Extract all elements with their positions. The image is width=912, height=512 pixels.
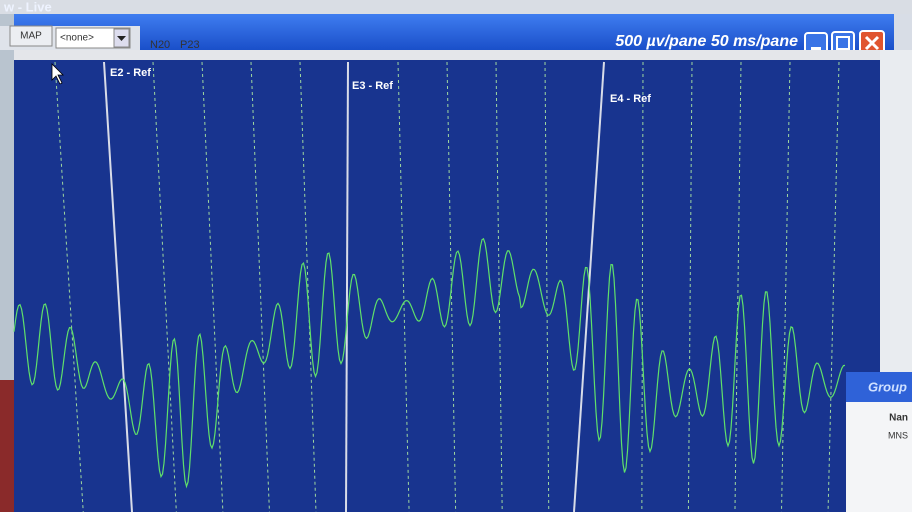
top-strip [0, 0, 912, 14]
page: w - Live 500 µv/pane 50 ms/pane MAP <non… [0, 0, 912, 512]
marker-label: P23 [180, 39, 200, 51]
marker-label: N20 [150, 39, 170, 51]
waveform-area [14, 60, 880, 512]
map-button-label: MAP [20, 31, 42, 42]
group-header: Nan [889, 413, 908, 424]
minimize-icon [811, 47, 821, 50]
group-row: MNS [888, 430, 908, 440]
pane-label: E2 - Ref [110, 67, 151, 79]
scale-label: 500 µv/pane 50 ms/pane [615, 33, 798, 50]
pane-label: E3 - Ref [352, 80, 393, 92]
window-title: w - Live [3, 0, 52, 14]
desk-object [0, 380, 14, 512]
pane-label: E4 - Ref [610, 93, 651, 105]
screen: w - Live 500 µv/pane 50 ms/pane MAP <non… [0, 0, 912, 512]
group-title: Group [868, 379, 907, 394]
dropdown-value: <none> [60, 33, 94, 44]
